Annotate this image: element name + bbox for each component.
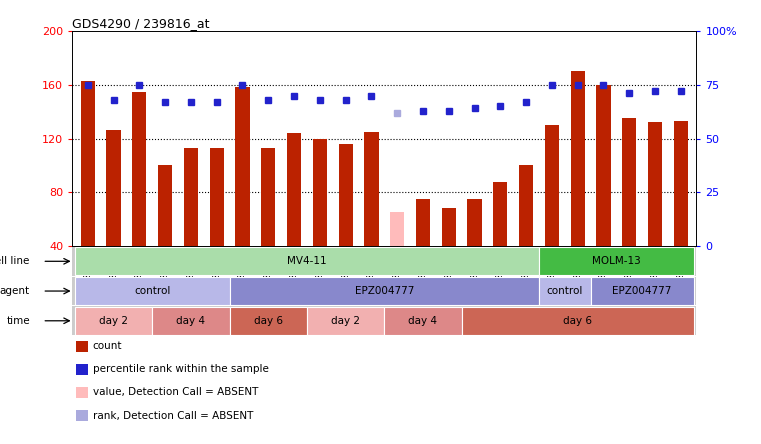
Text: agent: agent — [0, 286, 30, 296]
Bar — [339, 144, 352, 246]
Bar — [365, 132, 378, 246]
Bar — [673, 121, 688, 246]
Bar — [539, 277, 591, 305]
Bar — [467, 199, 482, 246]
Text: count: count — [93, 341, 123, 351]
Text: cell line: cell line — [0, 256, 30, 266]
Bar — [597, 85, 610, 246]
Text: MOLM-13: MOLM-13 — [592, 256, 641, 266]
Bar — [75, 307, 152, 335]
Bar — [648, 123, 662, 246]
Bar — [107, 131, 121, 246]
Bar — [416, 199, 430, 246]
Bar — [390, 212, 404, 246]
Text: time: time — [6, 316, 30, 326]
Bar — [261, 148, 275, 246]
Bar — [493, 182, 508, 246]
Bar — [539, 247, 694, 275]
Text: day 4: day 4 — [177, 316, 205, 326]
Bar — [307, 307, 384, 335]
Text: EPZ004777: EPZ004777 — [355, 286, 414, 296]
Bar — [209, 148, 224, 246]
Text: day 2: day 2 — [331, 316, 360, 326]
Bar — [313, 139, 327, 246]
Text: EPZ004777: EPZ004777 — [613, 286, 672, 296]
Bar — [158, 166, 172, 246]
Bar — [230, 307, 307, 335]
Text: control: control — [134, 286, 170, 296]
Bar — [591, 277, 694, 305]
Text: value, Detection Call = ABSENT: value, Detection Call = ABSENT — [93, 388, 258, 397]
Text: percentile rank within the sample: percentile rank within the sample — [93, 365, 269, 374]
Text: day 4: day 4 — [409, 316, 438, 326]
Text: day 6: day 6 — [253, 316, 283, 326]
Bar — [235, 87, 250, 246]
Bar — [132, 91, 146, 246]
Bar — [519, 166, 533, 246]
Text: control: control — [546, 286, 583, 296]
Bar — [622, 119, 636, 246]
Bar — [571, 71, 584, 246]
Bar — [75, 247, 539, 275]
Text: MV4-11: MV4-11 — [287, 256, 326, 266]
Bar — [230, 277, 539, 305]
Text: day 6: day 6 — [563, 316, 592, 326]
Text: GDS4290 / 239816_at: GDS4290 / 239816_at — [72, 17, 210, 30]
Bar — [462, 307, 694, 335]
Bar — [441, 208, 456, 246]
Bar — [81, 81, 95, 246]
Bar — [75, 277, 230, 305]
Text: rank, Detection Call = ABSENT: rank, Detection Call = ABSENT — [93, 411, 253, 420]
Bar — [545, 125, 559, 246]
Bar — [152, 307, 230, 335]
Text: day 2: day 2 — [99, 316, 128, 326]
Bar — [287, 133, 301, 246]
Bar — [184, 148, 198, 246]
Bar — [384, 307, 462, 335]
